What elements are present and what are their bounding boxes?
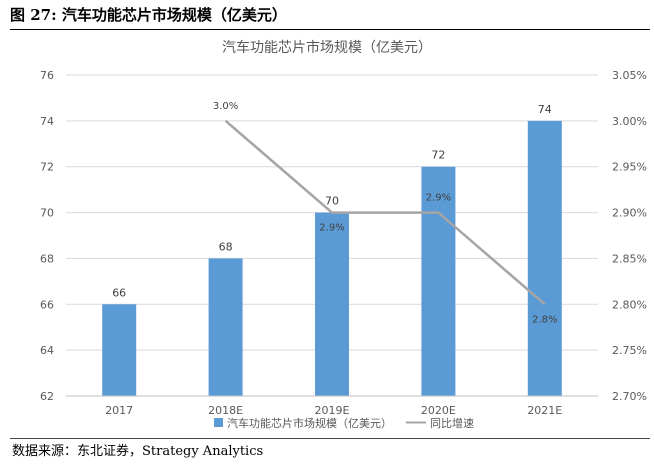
y2-tick-label: 2.70% xyxy=(612,390,647,403)
growth-value-label: 2.8% xyxy=(532,314,557,325)
bar-value-label: 74 xyxy=(538,103,552,116)
y-tick-label: 62 xyxy=(40,390,54,403)
x-axis: 2017 2018E 2019E 2020E 2021E xyxy=(66,395,598,417)
bar xyxy=(527,120,562,396)
bar-value-label: 70 xyxy=(325,195,339,208)
bottom-divider xyxy=(10,438,650,439)
growth-labels: 3.0% 2.9% 2.9% 2.8% xyxy=(213,101,558,325)
title-divider xyxy=(10,29,650,30)
bar-value-label: 72 xyxy=(431,149,445,162)
y-tick-label: 64 xyxy=(40,344,54,357)
y2-tick-label: 2.75% xyxy=(612,344,647,357)
bar-value-label: 66 xyxy=(112,286,126,299)
y-tick-label: 70 xyxy=(40,207,54,220)
growth-line xyxy=(224,119,546,306)
growth-line-path xyxy=(224,119,546,306)
figure-title: 图 27: 汽车功能芯片市场规模（亿美元） xyxy=(10,2,650,30)
y2-tick-label: 2.85% xyxy=(612,252,647,265)
y2-tick-label: 2.90% xyxy=(612,207,647,220)
bar-value-label: 68 xyxy=(219,240,233,253)
y2-tick-label: 2.95% xyxy=(612,161,647,174)
bar xyxy=(102,304,137,396)
y2-tick-label: 3.05% xyxy=(612,69,647,82)
x-tick-label: 2021E xyxy=(527,404,562,417)
bar xyxy=(421,166,456,396)
growth-value-label: 2.9% xyxy=(319,223,344,234)
y-tick-label: 68 xyxy=(40,252,54,265)
x-tick-label: 2017 xyxy=(105,404,133,417)
bar xyxy=(208,258,243,396)
legend-bar-swatch xyxy=(214,418,223,427)
chart-title: 汽车功能芯片市场规模（亿美元） xyxy=(222,39,432,56)
x-tick-label: 2018E xyxy=(208,404,243,417)
y2-tick-label: 3.00% xyxy=(612,115,647,128)
y-tick-label: 76 xyxy=(40,69,54,82)
legend-bar-label: 汽车功能芯片市场规模（亿美元） xyxy=(227,416,392,430)
growth-value-label: 3.0% xyxy=(213,101,238,112)
chart: 汽车功能芯片市场规模（亿美元） 66 68 70 72 74 3.0% 2.9% 2.9% 2… xyxy=(40,39,647,430)
bar-labels: 66 68 70 72 74 xyxy=(112,103,552,299)
y-tick-label: 74 xyxy=(40,115,54,128)
y-axis-left: 62 64 66 68 70 72 74 76 xyxy=(40,69,54,403)
x-tick-label: 2019E xyxy=(315,404,350,417)
source-note: 数据来源：东北证券，Strategy Analytics xyxy=(12,444,264,459)
y-axis-right: 2.70% 2.75% 2.80% 2.85% 2.90% 2.95% 3.00% 3.05% xyxy=(612,69,647,403)
figure-title-text: 图 27: 汽车功能芯片市场规模（亿美元） xyxy=(10,6,287,24)
bars xyxy=(102,120,562,396)
y2-tick-label: 2.80% xyxy=(612,298,647,311)
legend-line-label: 同比增速 xyxy=(430,416,474,430)
y-tick-label: 66 xyxy=(40,298,54,311)
y-tick-label: 72 xyxy=(40,161,54,174)
growth-value-label: 2.9% xyxy=(426,193,451,204)
legend: 汽车功能芯片市场规模（亿美元） 同比增速 xyxy=(214,416,474,430)
bar xyxy=(315,212,349,396)
x-tick-label: 2020E xyxy=(421,404,456,417)
